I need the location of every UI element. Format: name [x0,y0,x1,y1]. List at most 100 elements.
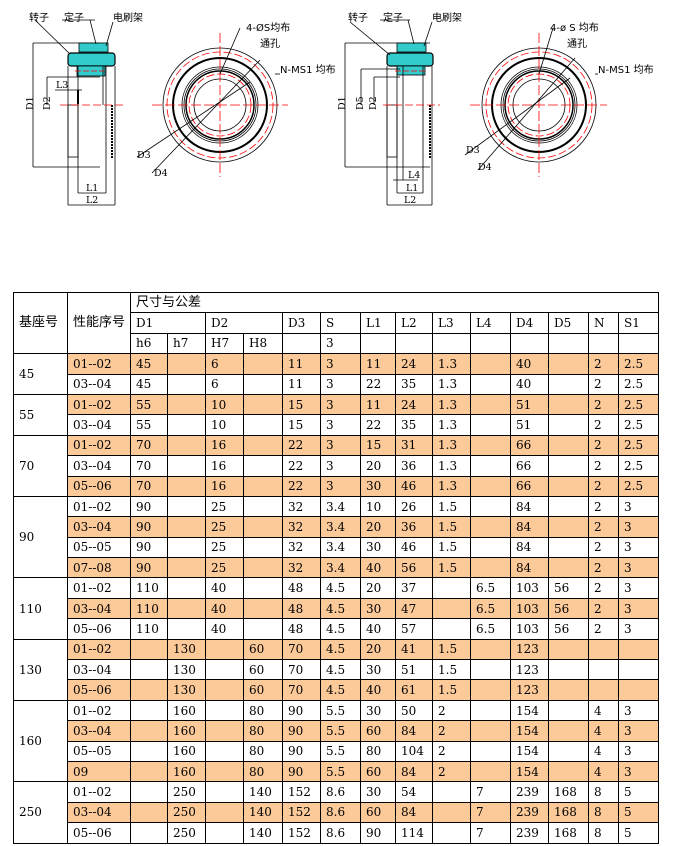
value-cell [548,414,589,436]
value-cell [470,393,511,416]
value-cell [470,740,511,762]
tolerance-cell: H7 [205,332,244,355]
column-header: D2 [205,312,283,334]
value-cell: 6.5 [470,618,511,640]
value-cell [205,801,244,824]
value-cell [432,822,471,844]
label-brush-holder: 电刷架 [432,11,462,24]
value-cell [167,414,206,436]
value-cell [548,638,589,661]
label-d3: D3 [137,150,151,161]
value-cell [548,455,589,477]
value-cell [548,393,589,416]
label-d2: D2 [42,96,53,110]
value-cell: 66 [510,475,549,497]
value-cell: 1.3 [432,434,471,457]
value-cell: 11 [360,353,396,375]
value-cell [205,679,244,701]
value-cell: 40 [510,353,549,375]
label-d1: D1 [337,96,348,110]
value-cell: 51 [395,659,433,681]
value-cell [130,740,168,762]
label-l1: L1 [406,183,418,194]
seq-cell: 05--06 [67,822,131,844]
value-cell: 2 [588,475,619,497]
value-cell [243,618,283,640]
value-cell: 2 [588,557,619,579]
value-cell: 1.3 [432,455,471,477]
value-cell: 84 [510,516,549,538]
value-cell: 3 [320,353,361,375]
value-cell [205,720,244,742]
header-seq: 性能序号 [67,291,131,355]
value-cell: 8.6 [320,781,361,803]
value-cell: 20 [360,577,396,599]
value-cell: 36 [395,516,433,538]
label-l4: L4 [408,170,420,181]
value-cell: 160 [167,699,206,722]
column-header: S [320,312,361,334]
seq-cell: 01--02 [67,353,131,375]
value-cell [470,699,511,722]
value-cell: 25 [205,495,244,518]
tolerance-cell: 3 [320,332,361,355]
label-d4: D4 [478,162,492,173]
value-cell: 2 [588,516,619,538]
value-cell: 90 [282,720,321,742]
value-cell: 1.5 [432,516,471,538]
value-cell: 2.5 [617,475,660,497]
value-cell: 7 [470,781,511,803]
value-cell [588,679,619,701]
value-cell: 37 [395,577,433,599]
value-cell: 130 [167,679,206,701]
value-cell: 168 [548,801,589,824]
seq-cell: 03--04 [67,720,131,742]
value-cell: 250 [167,801,206,824]
value-cell [548,720,589,742]
value-cell [548,495,589,518]
value-cell: 54 [395,781,433,803]
dimension-table: 基座号 性能序号 尺寸与公差 D1 D2 D3 S L1 L2 L3 L4 D4 D5 N S1 h6 h7 H7… [13,291,660,844]
value-cell [130,781,168,803]
value-cell [130,801,168,824]
value-cell: 2 [588,536,619,559]
value-cell: 140 [243,781,283,803]
value-cell: 3.4 [320,495,361,518]
value-cell [167,455,206,477]
seq-cell: 03--04 [67,801,131,824]
value-cell [243,495,283,518]
value-cell [617,659,660,681]
value-cell [130,720,168,742]
value-cell: 47 [395,597,433,620]
value-cell: 22 [282,455,321,477]
value-cell: 3 [617,597,660,620]
value-cell: 103 [510,618,549,640]
value-cell: 2.5 [617,373,660,395]
value-cell: 24 [395,353,433,375]
value-cell: 16 [205,434,244,457]
header-row: 基座号 性能序号 尺寸与公差 [13,291,660,355]
value-cell: 51 [510,414,549,436]
value-cell [548,434,589,457]
value-cell: 32 [282,536,321,559]
value-cell: 110 [130,577,168,599]
value-cell: 30 [360,781,396,803]
column-header: S1 [617,312,660,334]
value-cell: 130 [167,638,206,661]
right-section-view [344,19,440,206]
label-l3: L3 [56,80,68,91]
table-row: 05--06 250 140 152 8.6 90 114 7 239 168 8 5 [14,822,660,844]
tolerance-cell [548,332,589,355]
value-cell [617,638,660,661]
value-cell [167,353,206,375]
value-cell [243,434,283,457]
value-cell: 80 [360,740,396,762]
value-cell [548,373,589,395]
label-through-hole: 通孔 [260,38,280,50]
tolerance-cell [470,332,511,355]
value-cell: 11 [360,393,396,416]
value-cell: 154 [510,720,549,742]
value-cell [130,659,168,681]
value-cell: 123 [510,638,549,661]
value-cell [470,455,511,477]
